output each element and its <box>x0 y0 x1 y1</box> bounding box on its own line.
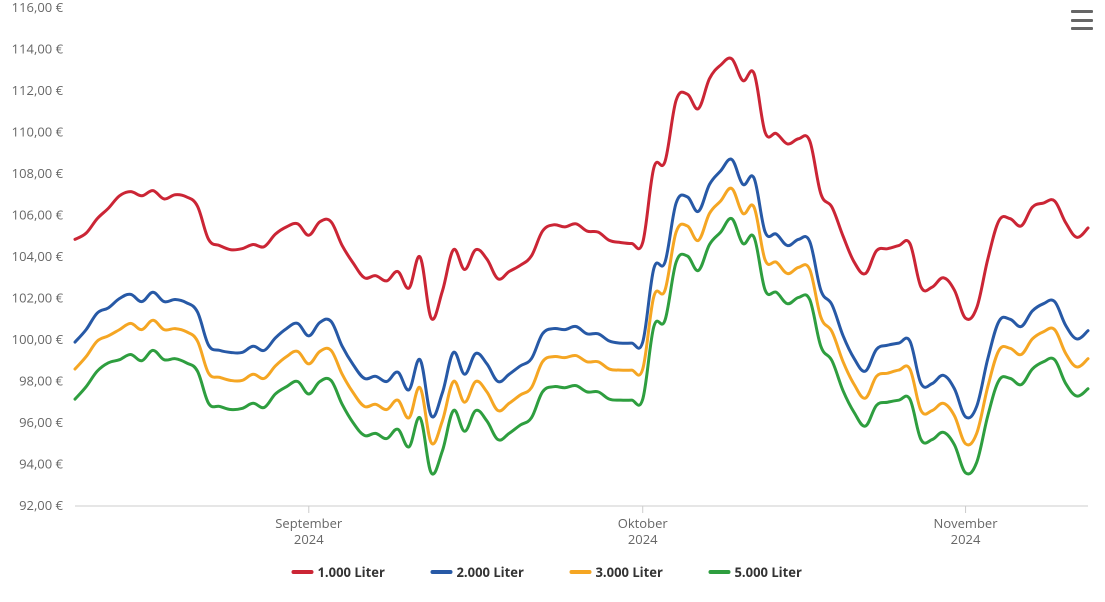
y-tick-label: 106,00 € <box>12 206 64 224</box>
y-tick-label: 98,00 € <box>19 372 63 390</box>
y-tick-label: 112,00 € <box>12 81 64 99</box>
y-tick-label: 94,00 € <box>19 455 63 473</box>
y-tick-label: 100,00 € <box>12 330 64 348</box>
y-tick-label: 108,00 € <box>12 164 64 182</box>
y-tick-label: 104,00 € <box>12 247 64 265</box>
legend-item[interactable]: 3.000 Liter <box>572 563 663 581</box>
x-tick-label-year: 2024 <box>951 530 981 548</box>
legend-label: 2.000 Liter <box>457 563 524 581</box>
series-line <box>75 218 1088 474</box>
y-tick-label: 114,00 € <box>12 40 64 58</box>
price-line-chart: 92,00 € 94,00 € 96,00 € 98,00 € 100,00 € 102,… <box>0 0 1105 602</box>
legend-item[interactable]: 1.000 Liter <box>294 563 385 581</box>
y-tick-label: 102,00 € <box>12 289 64 307</box>
legend-label: 1.000 Liter <box>318 563 385 581</box>
chart-menu-icon[interactable] <box>1071 8 1093 32</box>
legend-label: 3.000 Liter <box>596 563 663 581</box>
legend-item[interactable]: 5.000 Liter <box>711 563 802 581</box>
y-tick-label: 96,00 € <box>19 413 63 431</box>
y-tick-label: 92,00 € <box>19 496 63 514</box>
x-tick-label-year: 2024 <box>294 530 324 548</box>
x-tick-label-year: 2024 <box>628 530 658 548</box>
y-tick-label: 116,00 € <box>12 0 64 16</box>
legend-item[interactable]: 2.000 Liter <box>433 563 524 581</box>
chart-container: 92,00 € 94,00 € 96,00 € 98,00 € 100,00 € 102,… <box>0 0 1105 602</box>
series-line <box>75 58 1088 319</box>
legend-label: 5.000 Liter <box>735 563 802 581</box>
y-tick-label: 110,00 € <box>12 123 64 141</box>
